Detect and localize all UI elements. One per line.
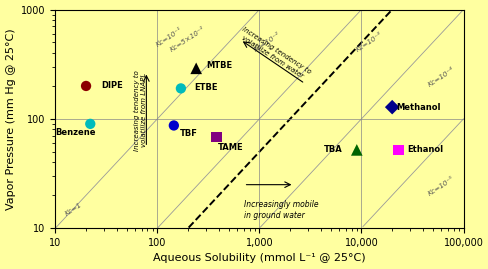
Text: Kc=10⁻⁴: Kc=10⁻⁴: [426, 67, 454, 88]
Point: [82, 84, 90, 88]
Text: Increasingly mobile
in ground water: Increasingly mobile in ground water: [243, 200, 318, 220]
Text: Benzene: Benzene: [55, 128, 96, 137]
Point: [86, 122, 94, 126]
Text: Kc=5×10⁻²: Kc=5×10⁻²: [169, 26, 206, 53]
Text: TBF: TBF: [179, 129, 197, 138]
X-axis label: Aqueous Solubility (mmol L⁻¹ @ 25°C): Aqueous Solubility (mmol L⁻¹ @ 25°C): [153, 253, 365, 263]
Text: Kc=10⁻³: Kc=10⁻³: [355, 32, 383, 53]
Text: Kc=10⁻¹: Kc=10⁻¹: [155, 26, 183, 48]
Text: MTBE: MTBE: [205, 61, 232, 70]
Text: Kc=10⁻²: Kc=10⁻²: [253, 32, 281, 53]
Text: Increasing tendency to
volatilize from water: Increasing tendency to volatilize from w…: [236, 26, 311, 81]
Y-axis label: Vapor Pressure (mm Hg @ 25°C): Vapor Pressure (mm Hg @ 25°C): [5, 28, 16, 210]
Point: [170, 123, 178, 128]
Text: Ethanol: Ethanol: [407, 146, 442, 154]
Point: [352, 148, 360, 152]
Text: ETBE: ETBE: [194, 83, 217, 92]
Point: [212, 135, 220, 139]
Text: Kc=10⁻⁵: Kc=10⁻⁵: [426, 176, 454, 197]
Point: [387, 105, 395, 109]
Text: TBA: TBA: [323, 146, 342, 154]
Point: [192, 66, 200, 70]
Text: DIPE: DIPE: [101, 82, 122, 90]
Point: [394, 148, 402, 152]
Point: [177, 86, 184, 91]
Text: Methanol: Methanol: [396, 103, 440, 112]
Text: Increasing tendency to
volatilize from LNAPL: Increasing tendency to volatilize from L…: [133, 70, 146, 151]
Text: Kc=1: Kc=1: [63, 201, 82, 217]
Text: TAME: TAME: [217, 143, 243, 152]
